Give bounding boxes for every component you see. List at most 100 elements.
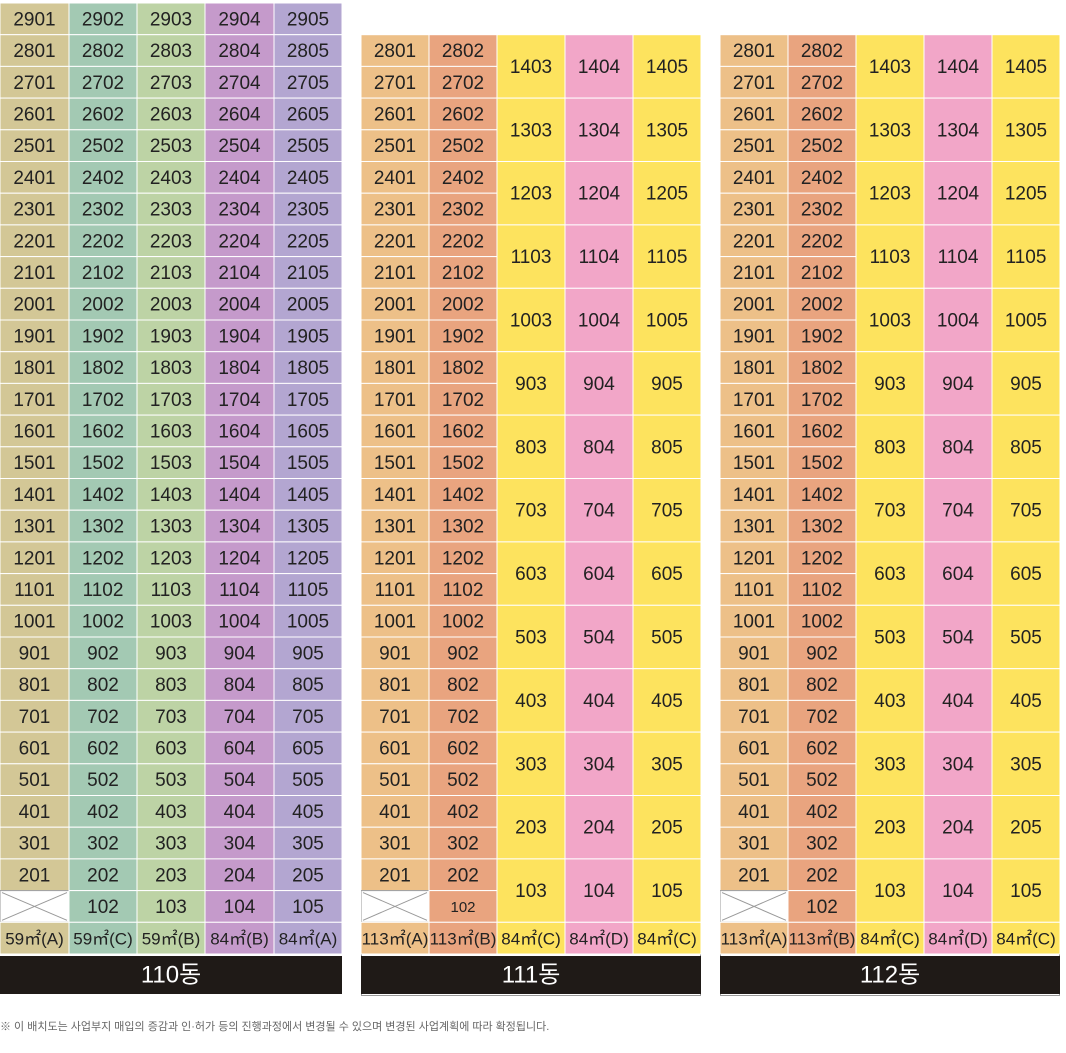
unit-cell xyxy=(787,509,857,543)
unit-label: 2705 xyxy=(287,73,329,94)
unit-label: 2702 xyxy=(442,73,484,94)
unit-type-label: 59㎡(C) xyxy=(73,930,133,949)
unit-label: 2005 xyxy=(287,295,329,316)
unit-cell xyxy=(136,129,206,163)
unit-cell xyxy=(428,161,498,194)
unit-cell xyxy=(273,319,342,353)
unit-cell xyxy=(136,65,206,99)
unit-label: 802 xyxy=(447,675,479,696)
unit-label: 405 xyxy=(292,802,324,823)
unit-cell xyxy=(273,65,342,99)
unit-cell xyxy=(68,256,138,289)
unit-label: 1101 xyxy=(375,580,416,601)
unit-cell xyxy=(273,351,342,384)
unit-cell xyxy=(496,668,566,733)
unit-cell xyxy=(68,731,138,765)
unit-cell xyxy=(68,414,138,448)
unit-cell xyxy=(564,858,634,923)
unit-label: 2101 xyxy=(733,263,775,284)
unit-label: 604 xyxy=(942,564,974,585)
unit-label: 1302 xyxy=(82,517,124,538)
unit-label: 503 xyxy=(155,770,187,791)
unit-label: 201 xyxy=(19,865,51,886)
unit-cell xyxy=(0,573,70,606)
unit-cell xyxy=(204,541,275,575)
unit-label: 1404 xyxy=(937,57,980,78)
unit-cell xyxy=(361,97,430,131)
unit-label: 2303 xyxy=(150,200,192,221)
building-name: 110동 xyxy=(141,962,201,989)
unit-cell xyxy=(564,287,634,353)
unit-cell xyxy=(0,509,70,543)
unit-cell xyxy=(273,256,342,289)
unit-label: 803 xyxy=(155,675,187,696)
unit-label: 1102 xyxy=(443,580,484,601)
unit-label: 1901 xyxy=(733,326,775,347)
unit-cell xyxy=(361,699,430,733)
unit-label: 2302 xyxy=(801,200,843,221)
unit-label: 1505 xyxy=(287,453,329,474)
unit-label: 305 xyxy=(651,754,683,775)
unit-label: 2701 xyxy=(13,73,55,94)
unit-label: 301 xyxy=(379,834,411,855)
unit-cell xyxy=(787,97,857,131)
unit-cell xyxy=(632,224,701,289)
unit-label: 904 xyxy=(583,374,615,395)
unit-cell xyxy=(361,65,430,99)
unit-cell xyxy=(136,287,206,321)
unit-label: 1802 xyxy=(442,358,484,379)
unit-label: 1405 xyxy=(646,57,688,78)
unit-label: 1104 xyxy=(938,247,979,268)
unit-label: 2201 xyxy=(13,231,55,252)
unit-cell xyxy=(428,65,498,99)
unit-label: 1604 xyxy=(218,421,261,442)
unit-cell xyxy=(720,795,789,828)
unit-label: 1802 xyxy=(82,358,124,379)
unit-label: 105 xyxy=(292,897,324,918)
unit-label: 2401 xyxy=(13,168,55,189)
unit-label: 2501 xyxy=(374,136,416,157)
unit-label: 1004 xyxy=(578,311,621,332)
unit-label: 201 xyxy=(738,865,770,886)
unit-cell xyxy=(564,351,634,416)
unit-cell xyxy=(204,256,275,289)
unit-label: 203 xyxy=(515,818,547,839)
unit-label: 1304 xyxy=(578,120,621,141)
unit-label: 601 xyxy=(738,738,770,759)
unit-cell xyxy=(564,224,634,289)
unit-label: 903 xyxy=(515,374,547,395)
unit-cell xyxy=(923,287,993,353)
unit-label: 2801 xyxy=(13,41,55,62)
unit-cell xyxy=(204,763,275,796)
type-cell xyxy=(273,921,342,955)
unit-label: 2802 xyxy=(82,41,124,62)
unit-label: 703 xyxy=(874,501,906,522)
unit-cell xyxy=(361,763,430,796)
unit-label: 801 xyxy=(379,675,411,696)
unit-label: 1202 xyxy=(442,548,484,569)
unit-cell xyxy=(991,351,1060,416)
unit-label: 2703 xyxy=(150,73,192,94)
unit-cell xyxy=(720,351,789,384)
unit-label: 1802 xyxy=(801,358,843,379)
unit-cell xyxy=(787,731,857,765)
unit-label: 1304 xyxy=(218,517,261,538)
unit-label: 1105 xyxy=(647,247,688,268)
unit-type-label: 59㎡(B) xyxy=(142,930,201,949)
unit-label: 402 xyxy=(806,802,838,823)
type-cell xyxy=(361,921,430,955)
empty-cell-cross xyxy=(1,892,68,921)
unit-label: 804 xyxy=(942,437,974,458)
unit-type-label: 84㎡(A) xyxy=(279,930,338,949)
unit-cell xyxy=(136,161,206,194)
unit-cell xyxy=(273,129,342,163)
unit-label: 2905 xyxy=(287,9,329,30)
unit-label: 1403 xyxy=(869,57,911,78)
unit-label: 202 xyxy=(447,865,479,886)
unit-cell xyxy=(136,97,206,131)
unit-type-label: 84㎡(C) xyxy=(996,930,1056,949)
unit-cell xyxy=(273,224,342,258)
unit-label: 304 xyxy=(583,754,615,775)
unit-cell xyxy=(136,604,206,638)
unit-label: 205 xyxy=(1010,818,1042,839)
